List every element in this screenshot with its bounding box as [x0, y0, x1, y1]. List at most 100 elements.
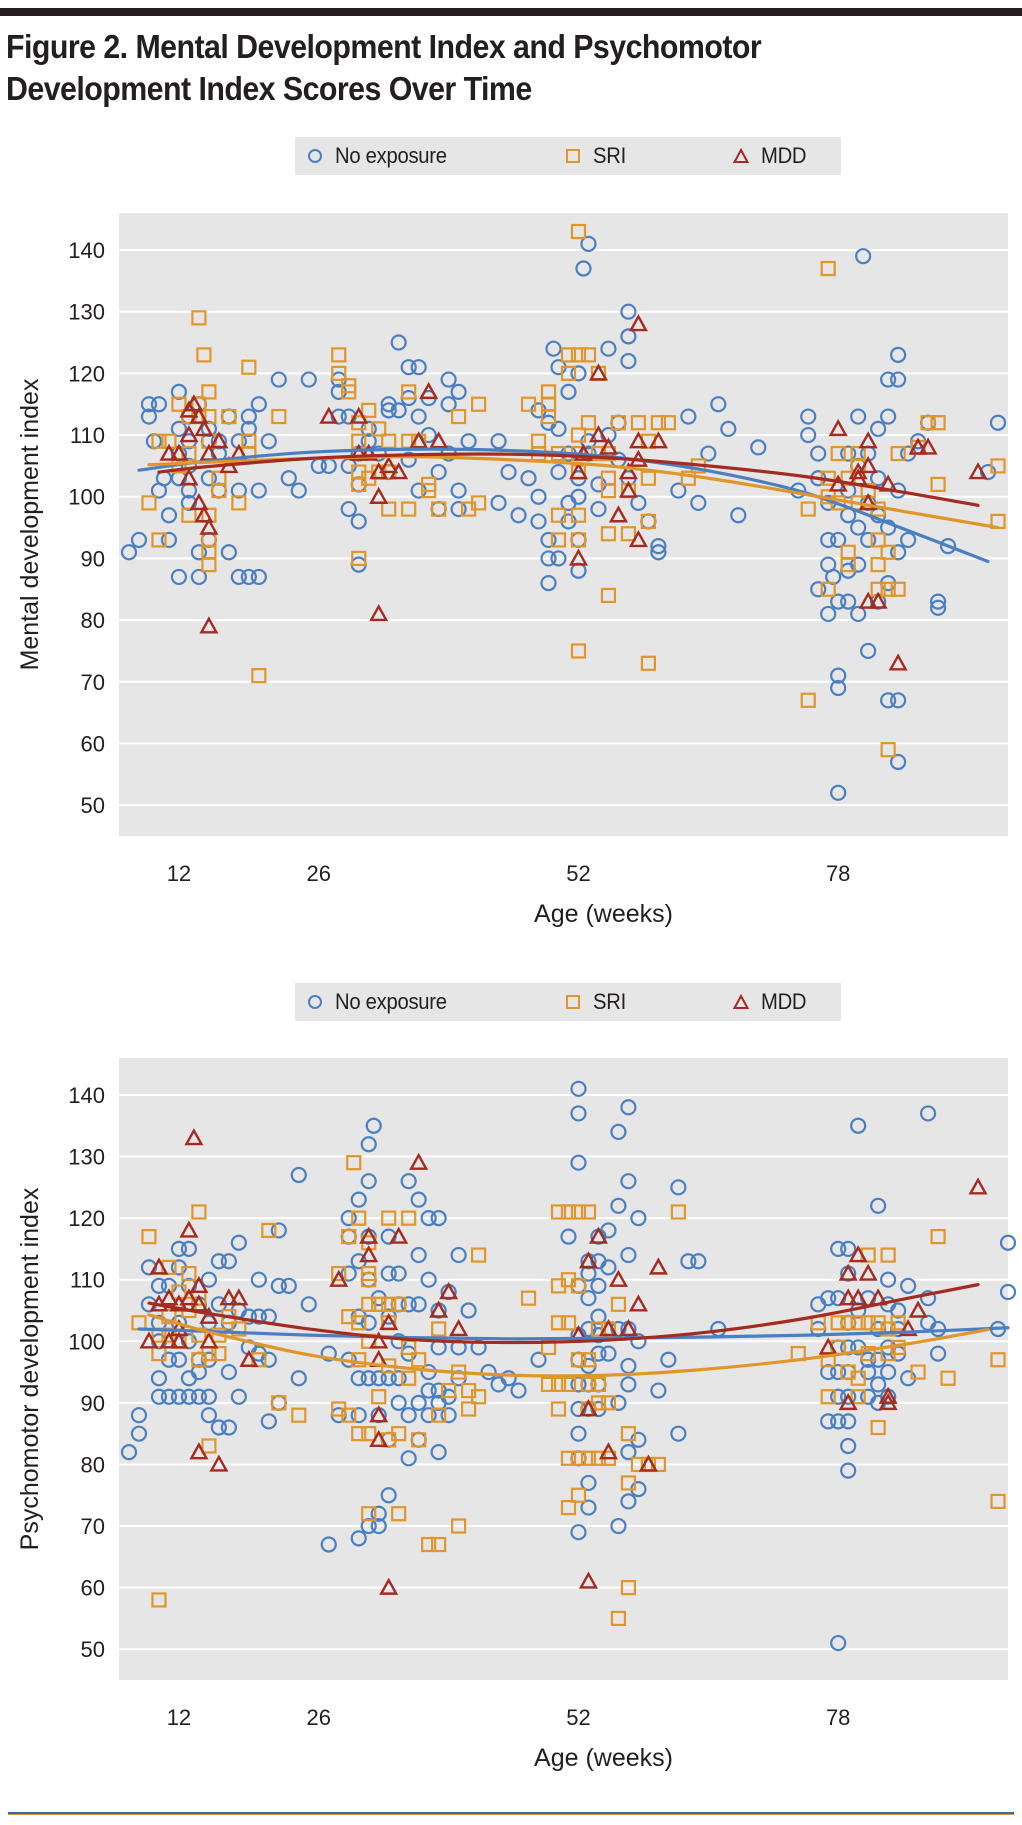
data-point-square [560, 1315, 577, 1331]
data-point-circle [840, 593, 857, 610]
data-point-triangle [908, 437, 928, 455]
data-point-circle [880, 408, 897, 425]
data-point-square [600, 526, 617, 542]
data-point-triangle [858, 591, 878, 609]
data-point-circle [410, 1394, 427, 1411]
data-point-circle [850, 519, 867, 536]
data-point-square [351, 1352, 367, 1368]
data-point-circle [240, 1308, 257, 1325]
data-point-circle [350, 1370, 367, 1387]
data-point-circle [360, 1517, 377, 1535]
data-point-circle [280, 470, 297, 487]
data-point-circle [590, 1277, 607, 1294]
data-point-circle [890, 1302, 907, 1319]
data-point-square [530, 433, 547, 449]
data-point-circle [590, 1308, 607, 1325]
data-point-circle [580, 235, 597, 252]
legend-item-mdd: MDD [733, 137, 810, 175]
data-point-circle [880, 519, 897, 536]
data-point-circle [825, 568, 842, 586]
data-point-square [411, 1352, 427, 1368]
data-point-circle [170, 1388, 188, 1405]
data-point-circle [170, 568, 188, 586]
data-point-circle [600, 340, 617, 357]
data-point-circle [400, 1296, 417, 1313]
data-point-circle [350, 1407, 367, 1424]
data-point-circle [830, 1413, 847, 1430]
data-point-square [520, 396, 537, 412]
data-point-triangle [209, 1454, 229, 1472]
y-tick-label: 130 [68, 300, 105, 325]
data-point-triangle [588, 425, 609, 443]
data-point-circle [840, 445, 857, 462]
data-point-circle [360, 1173, 377, 1190]
data-point-circle [390, 334, 407, 351]
data-point-circle [370, 1517, 387, 1535]
data-point-square [570, 507, 587, 523]
data-point-triangle [568, 548, 589, 566]
data-point-triangle [968, 462, 988, 480]
data-point-circle [840, 1462, 857, 1479]
data-point-circle [420, 1210, 437, 1227]
y-tick-label: 70 [81, 670, 105, 695]
data-point-circle [750, 439, 767, 456]
data-point-square [550, 1376, 567, 1392]
data-point-circle [150, 396, 168, 413]
data-point-square [151, 1346, 167, 1362]
data-point-circle [700, 445, 717, 462]
data-point-square [151, 1592, 167, 1608]
data-point-triangle [618, 1318, 638, 1337]
figure-title: Figure 2. Mental Development Index and P… [6, 28, 762, 107]
legend-item-mdd: MDD [733, 983, 810, 1021]
data-point-circle [410, 1191, 427, 1208]
mdi-legend: No exposure SRI MDD [295, 137, 841, 175]
data-point-circle [240, 408, 257, 425]
data-point-circle [730, 507, 747, 524]
data-point-circle [630, 494, 647, 512]
data-point-circle [370, 1505, 387, 1522]
data-point-circle [420, 1407, 437, 1424]
data-point-square [630, 415, 647, 431]
data-point-circle [380, 1370, 397, 1387]
data-point-square [231, 495, 247, 511]
data-point-circle [520, 470, 537, 487]
data-point-circle [570, 1105, 587, 1122]
data-point-circle [650, 537, 667, 555]
data-point-circle [690, 1253, 707, 1270]
data-point-circle [270, 371, 287, 388]
data-point-triangle [389, 462, 409, 480]
data-point-circle [430, 463, 447, 481]
data-point-circle [929, 593, 947, 610]
series-mdd [139, 1128, 988, 1595]
data-point-triangle [179, 468, 199, 486]
data-point-triangle [608, 1269, 628, 1287]
data-point-triangle [638, 1454, 658, 1472]
data-point-circle [890, 371, 907, 388]
y-tick-label: 80 [81, 1452, 105, 1477]
legend-item-no-exposure: No exposure [307, 983, 456, 1021]
y-tick-label: 60 [81, 731, 105, 756]
data-point-circle [890, 346, 907, 363]
data-point-square [201, 1438, 217, 1454]
data-point-triangle [229, 1288, 249, 1306]
data-point-triangle [838, 1392, 858, 1411]
data-point-triangle [838, 1263, 858, 1281]
data-point-square [570, 427, 587, 443]
data-point-circle [530, 1351, 547, 1368]
data-point-circle [590, 500, 607, 518]
data-point-circle [830, 1388, 847, 1405]
x-tick-label: 52 [566, 861, 590, 886]
data-point-circle [450, 500, 467, 518]
data-point-square [451, 1518, 467, 1534]
data-point-circle [610, 1394, 627, 1411]
data-point-square [870, 532, 886, 548]
data-point-circle [260, 1351, 277, 1368]
data-point-triangle [858, 492, 878, 511]
data-point-square [680, 470, 696, 486]
data-point-circle [570, 1154, 587, 1171]
legend-item-sri: SRI [565, 983, 629, 1021]
trend-line-mdd [157, 452, 980, 507]
data-point-circle [440, 371, 457, 388]
data-point-circle [280, 1277, 297, 1294]
data-point-triangle [648, 431, 668, 449]
